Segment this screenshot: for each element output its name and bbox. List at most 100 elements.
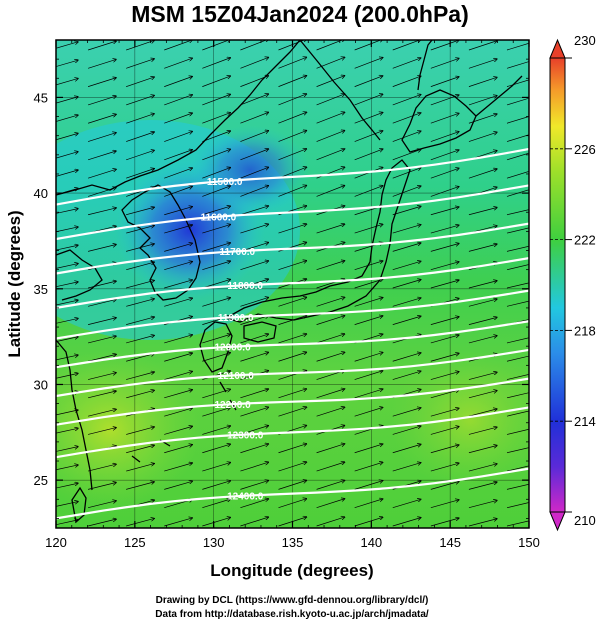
wind-vector xyxy=(164,150,192,161)
wind-vector xyxy=(240,352,268,362)
hokkaido-coast xyxy=(401,89,477,153)
wind-vector xyxy=(164,207,192,216)
wind-vector xyxy=(126,372,154,380)
wind-vector xyxy=(202,168,230,179)
credit-line-2: Data from http://database.rish.kyoto-u.a… xyxy=(155,609,429,620)
wind-vector xyxy=(164,113,192,124)
wind-vector xyxy=(240,279,268,289)
wind-vector xyxy=(87,336,116,344)
wind-vector xyxy=(354,462,383,472)
wind-vector xyxy=(126,77,154,87)
wind-vector xyxy=(468,372,497,380)
wind-vector xyxy=(56,227,78,233)
wind-vector xyxy=(430,150,459,161)
wind-vector xyxy=(278,224,307,234)
wind-vector xyxy=(87,373,116,380)
wind-vector xyxy=(430,390,459,399)
wind-vector xyxy=(240,206,268,216)
contour-line xyxy=(56,348,529,398)
wind-vector xyxy=(354,407,383,417)
wind-vector xyxy=(202,463,230,472)
wind-vector xyxy=(240,389,268,399)
wind-vector xyxy=(430,132,459,142)
wind-vector xyxy=(430,113,459,124)
wind-vector xyxy=(506,116,529,124)
contour-label: 11700.0 xyxy=(220,247,256,258)
wind-vector xyxy=(430,317,459,325)
wind-vector xyxy=(392,225,421,234)
wind-vector xyxy=(392,426,421,435)
wind-vector xyxy=(278,499,307,509)
wind-vector xyxy=(354,149,383,161)
wind-vector xyxy=(354,481,383,490)
wind-vector xyxy=(164,95,192,106)
wind-vector xyxy=(87,483,116,490)
wind-vector xyxy=(430,482,459,490)
wind-vector xyxy=(468,427,497,435)
contour-label: 12000.0 xyxy=(215,343,252,354)
wind-vector xyxy=(126,390,154,399)
wind-vector xyxy=(468,77,497,87)
x-tick-label: 120 xyxy=(45,535,67,550)
contour-line xyxy=(56,184,529,241)
colorbar-ticks: 230 226 222 218 214 210 xyxy=(550,33,596,528)
y-tick-label: 35 xyxy=(34,282,48,297)
wind-vector xyxy=(392,168,421,179)
wind-vector xyxy=(87,519,116,527)
wind-vector xyxy=(126,317,154,325)
wind-vector xyxy=(506,428,529,435)
wind-vector xyxy=(164,518,192,527)
contour-label: 11600.0 xyxy=(201,213,237,224)
wind-vector xyxy=(468,336,497,344)
wind-vector xyxy=(56,520,78,526)
east-china-coast xyxy=(56,339,93,491)
wind-vector xyxy=(278,297,307,307)
wind-vector xyxy=(87,114,116,124)
wind-vector xyxy=(506,189,529,197)
wind-vector xyxy=(278,112,307,124)
wind-vector xyxy=(316,352,345,362)
contour-label: 12300.0 xyxy=(227,431,264,442)
wind-vector xyxy=(316,131,345,142)
colorbar-tick-label: 210 xyxy=(574,513,596,528)
wind-vector xyxy=(430,427,459,435)
wind-vector xyxy=(56,245,78,251)
y-tick-label: 30 xyxy=(34,377,48,392)
credit-line-1: Drawing by DCL (https://www.gfd-dennou.o… xyxy=(156,595,429,606)
wind-vector xyxy=(56,282,78,288)
wind-vector xyxy=(56,97,78,104)
wind-vector xyxy=(430,40,459,51)
wind-vector xyxy=(468,464,497,472)
wind-vector xyxy=(240,426,268,435)
wind-vector xyxy=(87,245,116,252)
wind-vector xyxy=(506,79,529,87)
x-axis: 120 125 130 135 140 145 150 xyxy=(45,40,540,550)
wind-vector xyxy=(468,317,497,325)
wind-vector xyxy=(468,409,497,417)
wind-vector xyxy=(164,408,192,417)
wind-vector xyxy=(392,518,421,527)
wind-vector xyxy=(202,499,230,509)
wind-vector xyxy=(354,279,383,289)
wind-vector xyxy=(506,355,529,362)
wind-vector xyxy=(506,374,529,380)
wind-vector xyxy=(506,447,529,454)
wind-vector xyxy=(316,76,345,87)
kyushu-coast xyxy=(199,321,233,373)
y-tick-label: 45 xyxy=(34,90,48,105)
colorbar-tick-label: 230 xyxy=(574,33,596,48)
wind-vector xyxy=(126,445,154,454)
wind-vector xyxy=(430,372,459,380)
wind-vector xyxy=(240,334,268,344)
wind-vector xyxy=(87,78,116,87)
contour-line xyxy=(56,147,529,206)
wind-vector xyxy=(240,517,268,527)
wind-vector xyxy=(354,316,383,325)
wind-vector xyxy=(164,426,192,435)
wind-vector xyxy=(164,58,192,69)
wind-vector xyxy=(392,58,421,69)
wind-vector xyxy=(430,518,459,527)
x-tick-label: 145 xyxy=(439,535,461,550)
contour-label: 11500.0 xyxy=(207,177,243,188)
wind-vector xyxy=(354,186,383,197)
